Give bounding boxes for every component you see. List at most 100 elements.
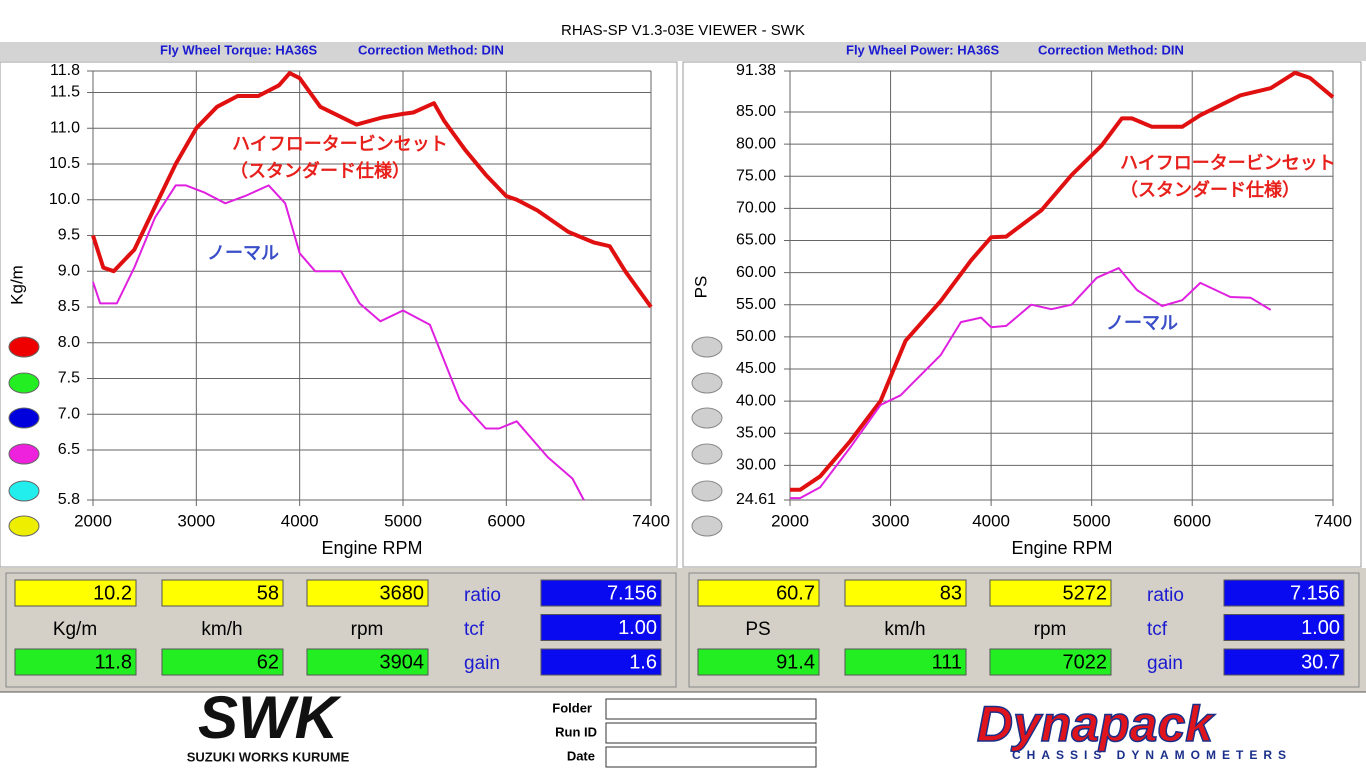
data-line [790, 70, 1335, 492]
data-line [91, 71, 653, 309]
readout-value: 7.156 [1290, 582, 1340, 604]
y-tick-label: 65.00 [736, 232, 776, 249]
readout-value: 58 [257, 582, 279, 604]
y-tick-label: 50.00 [736, 328, 776, 345]
color-button[interactable] [8, 443, 40, 465]
readout-box [1223, 614, 1345, 641]
swk-caption: SUZUKI WORKS KURUME [187, 749, 350, 764]
y-tick-label: 55.00 [736, 296, 776, 313]
color-button[interactable] [691, 372, 723, 394]
x-tick-label: 7400 [1314, 511, 1352, 530]
y-tick-label: 5.8 [58, 491, 80, 508]
readout-value: 11.8 [95, 651, 132, 673]
run-id-field[interactable] [605, 722, 817, 744]
chart-title: Fly Wheel Torque: HA36S [160, 42, 318, 57]
y-tick-label: 8.0 [58, 334, 80, 351]
unit-label: PS [745, 619, 770, 640]
color-button[interactable] [8, 407, 40, 429]
unit-label: km/h [201, 619, 242, 640]
header-bar [0, 42, 1366, 61]
annotation: ノーマル [207, 243, 279, 263]
readout-value: 91.4 [776, 651, 815, 673]
chart-title: Fly Wheel Power: HA36S [846, 42, 999, 57]
date-field[interactable] [605, 746, 817, 768]
y-tick-label: 10.0 [49, 191, 80, 208]
y-tick-label: 10.5 [49, 155, 80, 172]
y-tick-label: 45.00 [736, 360, 776, 377]
color-button[interactable] [691, 515, 723, 537]
readout-box [14, 579, 137, 607]
color-button[interactable] [8, 480, 40, 502]
param-label: gain [1147, 653, 1183, 674]
swk-logo: SWK [198, 684, 342, 751]
readout-box [844, 648, 967, 676]
color-button[interactable] [691, 407, 723, 429]
field-label: Date [567, 748, 595, 763]
x-tick-label: 7400 [632, 511, 670, 530]
y-tick-label: 35.00 [736, 424, 776, 441]
y-tick-label: 7.0 [58, 405, 80, 422]
readout-value: 62 [257, 651, 279, 673]
annotation: （スタンダード仕様） [230, 160, 410, 181]
footer: SWK SUZUKI WORKS KURUME Folder Run ID Da… [187, 684, 1286, 768]
y-tick-label: 6.5 [58, 441, 80, 458]
x-tick-label: 3000 [872, 511, 910, 530]
y-tick-label: 8.5 [58, 298, 80, 315]
readout-box [697, 579, 820, 607]
readout-value: 1.00 [1301, 617, 1340, 639]
x-tick-label: 2000 [771, 511, 809, 530]
folder-field[interactable] [605, 698, 817, 720]
y-tick-label: 11.0 [50, 119, 80, 136]
y-tick-label: 11.5 [50, 84, 80, 101]
chart-panel [0, 61, 678, 568]
y-tick-label: 70.00 [736, 200, 776, 217]
color-button[interactable] [8, 515, 40, 537]
color-button[interactable] [691, 336, 723, 358]
unit-label: km/h [884, 619, 925, 640]
x-axis-label: Engine RPM [321, 538, 422, 558]
readout-value: 7022 [1063, 651, 1108, 673]
unit-label: rpm [1034, 619, 1067, 640]
annotation: （スタンダード仕様） [1120, 179, 1300, 200]
readout-box [697, 648, 820, 676]
x-tick-label: 2000 [74, 511, 112, 530]
x-tick-label: 5000 [384, 511, 422, 530]
x-axis-label: Engine RPM [1011, 538, 1112, 558]
annotation: ハイフロータービンセット [232, 134, 448, 154]
readout-value: 1.00 [618, 617, 657, 639]
readout-box [989, 648, 1112, 676]
color-button[interactable] [8, 372, 40, 394]
readout-value: 60.7 [776, 582, 815, 604]
readout-value: 1.6 [629, 651, 657, 673]
readout-box [1223, 579, 1345, 607]
field-label: Folder [552, 700, 592, 715]
y-tick-label: 9.0 [58, 262, 80, 279]
param-label: ratio [1147, 585, 1184, 606]
y-tick-label: 60.00 [736, 264, 776, 281]
unit-label: Kg/m [53, 619, 97, 640]
readout-box [844, 579, 967, 607]
readout-value: 10.2 [93, 582, 132, 604]
y-axis-label: Kg/m [7, 265, 26, 305]
y-tick-label: 11.8 [50, 62, 80, 79]
readout-value: 111 [932, 651, 962, 673]
x-tick-label: 4000 [972, 511, 1010, 530]
readout-value: 83 [940, 582, 962, 604]
color-button[interactable] [691, 480, 723, 502]
param-label: tcf [464, 619, 485, 640]
readout-box [540, 579, 662, 607]
y-tick-label: 80.00 [736, 135, 776, 152]
field-label: Run ID [555, 724, 597, 739]
color-button[interactable] [8, 336, 40, 358]
readout-box [1223, 648, 1345, 676]
param-label: tcf [1147, 619, 1168, 640]
readout-box [161, 579, 284, 607]
color-button[interactable] [691, 443, 723, 465]
y-tick-label: 91.38 [736, 62, 776, 79]
x-tick-label: 6000 [487, 511, 525, 530]
readout-value: 5272 [1063, 582, 1108, 604]
x-tick-label: 3000 [177, 511, 215, 530]
readout-value: 30.7 [1301, 651, 1340, 673]
y-tick-label: 9.5 [58, 227, 80, 244]
readout-box [14, 648, 137, 676]
